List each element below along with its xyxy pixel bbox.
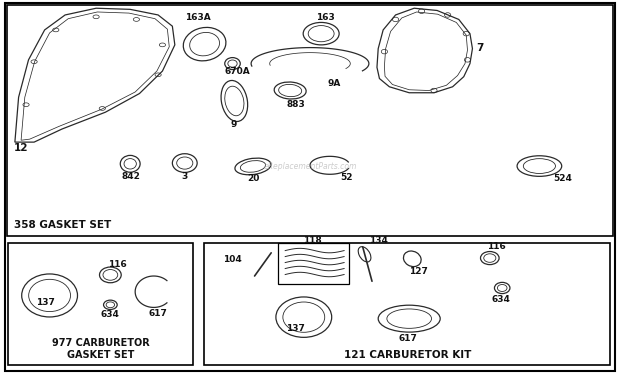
- Text: 12: 12: [14, 143, 28, 153]
- Text: 137: 137: [286, 324, 305, 332]
- Text: eReplacementParts.com: eReplacementParts.com: [264, 162, 356, 171]
- Text: 358 GASKET SET: 358 GASKET SET: [14, 220, 111, 230]
- Text: 116: 116: [108, 260, 126, 269]
- Text: 104: 104: [223, 255, 242, 264]
- Text: 977 CARBURETOR
GASKET SET: 977 CARBURETOR GASKET SET: [51, 338, 149, 360]
- Text: 617: 617: [149, 309, 167, 318]
- Text: 617: 617: [399, 334, 417, 343]
- Text: 9: 9: [231, 120, 237, 129]
- Text: 137: 137: [36, 298, 55, 307]
- Text: 670A: 670A: [224, 67, 250, 76]
- Bar: [7, 5, 613, 236]
- Text: 20: 20: [247, 174, 259, 183]
- Text: 163A: 163A: [185, 13, 211, 22]
- Text: 634: 634: [101, 310, 120, 319]
- Bar: [8, 243, 193, 365]
- Text: 524: 524: [554, 174, 572, 183]
- Bar: [278, 243, 349, 284]
- Text: 116: 116: [487, 242, 506, 251]
- Text: 7: 7: [476, 43, 484, 53]
- Text: 883: 883: [286, 100, 305, 109]
- Text: 842: 842: [122, 172, 140, 181]
- Text: 9A: 9A: [327, 79, 341, 88]
- Text: 634: 634: [492, 295, 510, 304]
- Text: 134: 134: [370, 236, 388, 245]
- Text: 163: 163: [316, 13, 335, 22]
- Text: 121 CARBURETOR KIT: 121 CARBURETOR KIT: [343, 350, 471, 360]
- Text: 3: 3: [182, 172, 188, 181]
- Text: 118: 118: [303, 236, 321, 245]
- Bar: [204, 243, 610, 365]
- Text: 127: 127: [409, 267, 428, 276]
- Text: 52: 52: [340, 173, 352, 182]
